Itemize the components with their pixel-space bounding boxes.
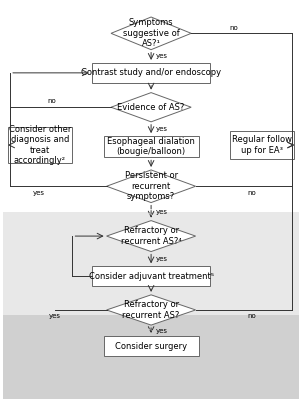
Text: no: no (47, 98, 56, 104)
Polygon shape (107, 221, 196, 252)
Text: Evidence of AS?: Evidence of AS? (117, 103, 185, 112)
Text: Esophageal dialation
(bougie/balloon): Esophageal dialation (bougie/balloon) (107, 137, 195, 156)
Text: Contrast study and/or endoscopy: Contrast study and/or endoscopy (81, 68, 221, 77)
Bar (104, 336, 199, 356)
Text: no: no (248, 313, 256, 319)
Bar (3, 212, 299, 315)
Text: no: no (230, 24, 239, 30)
Bar (231, 131, 294, 159)
Bar (3, 315, 299, 399)
Text: Refractory or
recurrent AS?: Refractory or recurrent AS? (123, 300, 180, 320)
Text: Consider other
diagnosis and
treat
accordingly²: Consider other diagnosis and treat accor… (9, 125, 71, 165)
Text: Consider adjuvant treatment⁵: Consider adjuvant treatment⁵ (88, 272, 214, 281)
Bar (8, 127, 72, 163)
Polygon shape (111, 17, 191, 50)
Text: Symptoms
suggestive of
AS?¹: Symptoms suggestive of AS?¹ (123, 18, 179, 48)
Text: Consider surgery: Consider surgery (115, 342, 187, 350)
Bar (3, 1, 299, 212)
Bar (92, 266, 210, 286)
Text: yes: yes (156, 53, 168, 59)
Text: yes: yes (32, 190, 44, 196)
Polygon shape (111, 93, 191, 122)
Text: Regular follow
up for EA³: Regular follow up for EA³ (232, 135, 292, 155)
Text: yes: yes (49, 313, 61, 319)
Text: Persistent or
recurrent
symptoms?: Persistent or recurrent symptoms? (125, 171, 178, 201)
Polygon shape (107, 295, 196, 325)
Text: yes: yes (156, 208, 168, 214)
Text: yes: yes (156, 328, 168, 334)
Text: Refractory or
recurrent AS?⁴: Refractory or recurrent AS?⁴ (121, 226, 182, 246)
Bar (104, 136, 199, 157)
Text: no: no (248, 190, 256, 196)
Bar (92, 63, 210, 83)
Polygon shape (107, 170, 196, 202)
Text: yes: yes (156, 126, 168, 132)
Text: yes: yes (156, 256, 168, 262)
